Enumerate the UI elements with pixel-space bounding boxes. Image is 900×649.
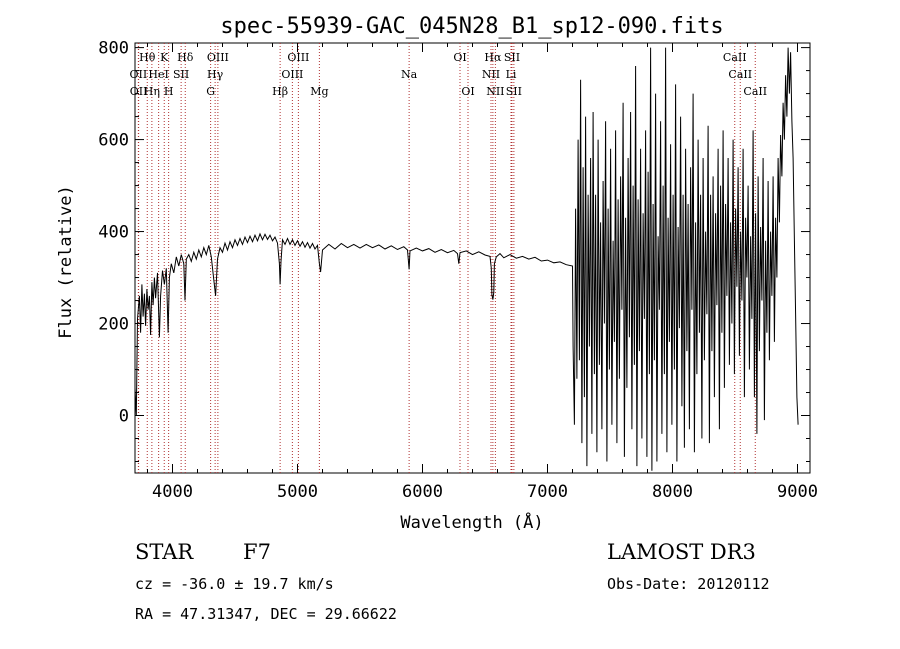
spectrum-series-line bbox=[134, 47, 799, 471]
y-axis-ticks: 0 200 400 600 800 bbox=[98, 39, 810, 463]
survey-name: LAMOST DR3 bbox=[607, 540, 756, 564]
spectral-line-label-23: NII bbox=[486, 85, 504, 98]
x-axis-ticks: 4000 5000 6000 7000 8000 9000 bbox=[147, 43, 818, 502]
spectral-line-label-0: Hθ bbox=[139, 51, 156, 64]
x-tick-label-4: 8000 bbox=[652, 482, 693, 502]
spectral-line-label-24: SII bbox=[506, 85, 522, 98]
spectral-line-label-10: Hγ bbox=[207, 68, 224, 81]
spectral-line-label-5: K bbox=[160, 51, 169, 64]
y-tick-label-3: 600 bbox=[98, 131, 129, 151]
y-axis-title: Flux (relative) bbox=[56, 185, 76, 339]
x-tick-label-5: 9000 bbox=[777, 482, 818, 502]
spectral-line-label-11: G bbox=[206, 85, 215, 98]
spectral-line-label-1: OII bbox=[130, 68, 148, 81]
object-class: STAR bbox=[135, 540, 194, 564]
spectral-line-label-4: HeI bbox=[148, 68, 168, 81]
x-tick-label-2: 6000 bbox=[402, 482, 443, 502]
y-tick-label-1: 200 bbox=[98, 315, 129, 335]
spectral-line-label-3: Hη bbox=[144, 85, 160, 98]
coordinates-text: RA = 47.31347, DEC = 29.66622 bbox=[135, 605, 397, 623]
spectral-line-label-14: OIII bbox=[281, 68, 303, 81]
redshift-text: cz = -36.0 ± 19.7 km/s bbox=[135, 575, 334, 593]
y-tick-label-4: 800 bbox=[98, 39, 129, 59]
x-axis-title: Wavelength (Å) bbox=[400, 511, 543, 533]
spectral-line-label-7: H bbox=[164, 85, 174, 98]
spectral-line-label-12: Hβ bbox=[272, 85, 288, 98]
y-tick-label-2: 400 bbox=[98, 223, 129, 243]
spectral-line-label-17: OI bbox=[453, 51, 466, 64]
y-tick-label-0: 0 bbox=[119, 407, 129, 427]
spectral-line-label-20: SII bbox=[504, 51, 520, 64]
spectral-line-label-13: OIII bbox=[287, 51, 309, 64]
spectral-line-label-26: CaII bbox=[728, 68, 752, 81]
info-panel: STAR F7 LAMOST DR3 cz = -36.0 ± 19.7 km/… bbox=[135, 540, 770, 623]
x-tick-label-3: 7000 bbox=[527, 482, 568, 502]
spectral-line-label-6: SII bbox=[173, 68, 189, 81]
spectral-line-label-25: CaII bbox=[723, 51, 747, 64]
spectral-line-label-9: OIII bbox=[207, 51, 229, 64]
spectral-line-label-15: Mg bbox=[310, 85, 328, 98]
x-tick-label-1: 5000 bbox=[277, 482, 318, 502]
spectral-line-label-22: Li bbox=[506, 68, 517, 81]
spectral-line-label-21: NII bbox=[482, 68, 500, 81]
obs-date-text: Obs-Date: 20120112 bbox=[607, 575, 770, 593]
spectral-line-label-8: Hδ bbox=[177, 51, 194, 64]
object-subclass: F7 bbox=[243, 540, 271, 564]
spectral-line-label-18: OI bbox=[461, 85, 474, 98]
spectral-line-label-27: CaII bbox=[743, 85, 767, 98]
spectral-line-label-16: Na bbox=[401, 68, 418, 81]
chart-title: spec-55939-GAC_045N28_B1_sp12-090.fits bbox=[220, 14, 723, 39]
x-tick-label-0: 4000 bbox=[152, 482, 193, 502]
spectral-line-label-19: Hα bbox=[484, 51, 502, 64]
spectral-line-label-2: OII bbox=[130, 85, 148, 98]
